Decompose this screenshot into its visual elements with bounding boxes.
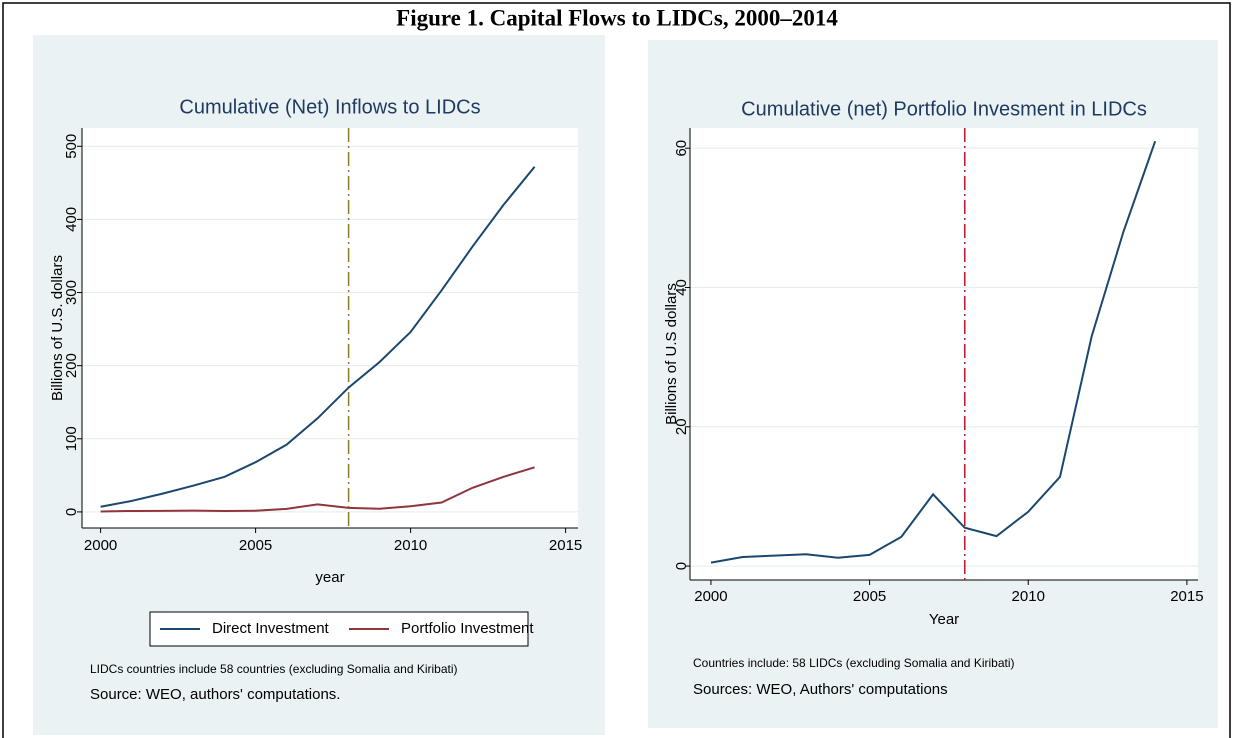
y-axis-label: Billions of U.S. dollars — [49, 255, 66, 401]
legend-label: Portfolio Investment — [401, 620, 534, 637]
note: LIDCs countries include 58 countries (ex… — [90, 662, 458, 676]
chart-title: Cumulative (Net) Inflows to LIDCs — [179, 96, 480, 118]
plot-area — [82, 128, 578, 528]
y-tick-label: 500 — [63, 134, 80, 159]
x-axis-label: Year — [929, 611, 959, 628]
note: Sources: WEO, Authors' computations — [693, 681, 948, 698]
note: Countries include: 58 LIDCs (excluding S… — [693, 656, 1015, 670]
y-axis-label: Billions of U.S dollars — [663, 283, 680, 425]
x-tick-label: 2015 — [549, 537, 582, 554]
legend-box — [149, 611, 529, 647]
x-tick-label: 2010 — [394, 537, 427, 554]
x-axis-label: year — [315, 569, 344, 586]
x-tick-label: 2005 — [853, 588, 886, 605]
series-line — [100, 466, 535, 513]
plot-area — [690, 128, 1198, 580]
x-tick-label: 2000 — [84, 537, 117, 554]
y-tick-label: 100 — [63, 426, 80, 451]
x-tick-label: 2015 — [1170, 588, 1203, 605]
y-tick-label: 0 — [63, 508, 80, 516]
series-line — [100, 166, 536, 508]
y-tick-label: 60 — [673, 140, 690, 157]
y-tick-label: 200 — [63, 353, 80, 378]
y-tick-label: 400 — [63, 207, 80, 232]
series-line — [710, 140, 1157, 564]
y-tick-label: 0 — [673, 562, 690, 570]
x-tick-label: 2005 — [239, 537, 272, 554]
figure-title: Figure 1. Capital Flows to LIDCs, 2000–2… — [396, 5, 838, 30]
y-tick-label: 20 — [673, 418, 690, 435]
y-tick-label: 300 — [63, 280, 80, 305]
legend-label: Direct Investment — [212, 620, 330, 637]
x-tick-label: 2010 — [1012, 588, 1045, 605]
x-tick-label: 2000 — [694, 588, 727, 605]
note: Source: WEO, authors' computations. — [90, 686, 340, 703]
y-tick-label: 40 — [673, 279, 690, 296]
chart-title: Cumulative (net) Portfolio Invesment in … — [741, 98, 1147, 120]
